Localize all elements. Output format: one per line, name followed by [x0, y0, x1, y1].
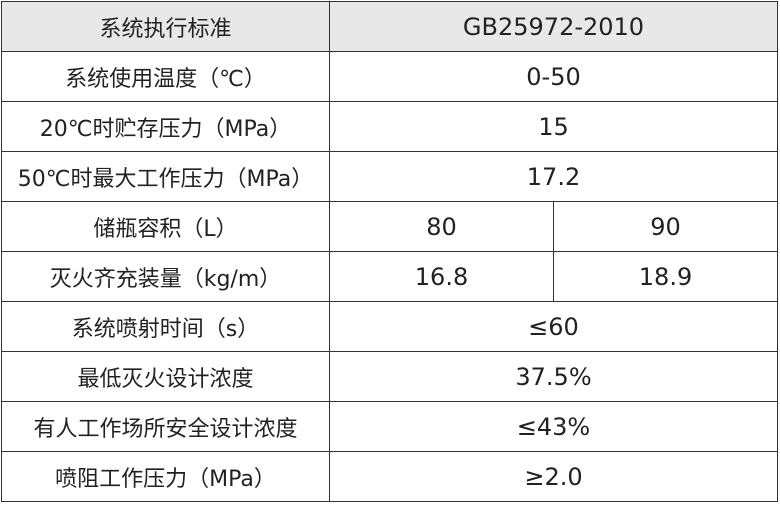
table-row: 20℃时贮存压力（MPa） 15	[1, 101, 778, 152]
row-value-cell: 0-50	[329, 51, 778, 102]
table-row: 灭火齐充装量（kg/m） 16.8 18.9	[1, 251, 778, 302]
row-value-cell: ≤43%	[329, 401, 778, 452]
row-label-cell: 最低灭火设计浓度	[1, 351, 330, 402]
table-row: 最低灭火设计浓度 37.5%	[1, 351, 778, 402]
row-value-cell: ≥2.0	[329, 451, 778, 502]
row-value-cell-right: 90	[553, 201, 778, 252]
header-label-cell: 系统执行标准	[1, 1, 330, 52]
header-value-cell: GB25972-2010	[329, 1, 778, 52]
row-label-cell: 50℃时最大工作压力（MPa）	[1, 151, 330, 202]
row-value-cell: 37.5%	[329, 351, 778, 402]
row-value-cell-left: 80	[329, 201, 554, 252]
row-value-cell-left: 16.8	[329, 251, 554, 302]
table-row: 系统喷射时间（s） ≤60	[1, 301, 778, 352]
row-label-cell: 喷阻工作压力（MPa）	[1, 451, 330, 502]
row-value-cell-right: 18.9	[553, 251, 778, 302]
row-value-cell: 17.2	[329, 151, 778, 202]
row-label-cell: 系统喷射时间（s）	[1, 301, 330, 352]
table-row: 50℃时最大工作压力（MPa） 17.2	[1, 151, 778, 202]
row-label-cell: 有人工作场所安全设计浓度	[1, 401, 330, 452]
row-label-cell: 储瓶容积（L）	[1, 201, 330, 252]
row-value-cell: ≤60	[329, 301, 778, 352]
table-row: 喷阻工作压力（MPa） ≥2.0	[1, 451, 778, 502]
spec-table: 系统执行标准 GB25972-2010 系统使用温度（℃） 0-50 20℃时贮…	[1, 1, 778, 502]
row-value-cell: 15	[329, 101, 778, 152]
row-label-cell: 系统使用温度（℃）	[1, 51, 330, 102]
table-header-row: 系统执行标准 GB25972-2010	[1, 1, 778, 52]
row-label-cell: 20℃时贮存压力（MPa）	[1, 101, 330, 152]
table-row: 储瓶容积（L） 80 90	[1, 201, 778, 252]
table-row: 有人工作场所安全设计浓度 ≤43%	[1, 401, 778, 452]
row-label-cell: 灭火齐充装量（kg/m）	[1, 251, 330, 302]
table-row: 系统使用温度（℃） 0-50	[1, 51, 778, 102]
